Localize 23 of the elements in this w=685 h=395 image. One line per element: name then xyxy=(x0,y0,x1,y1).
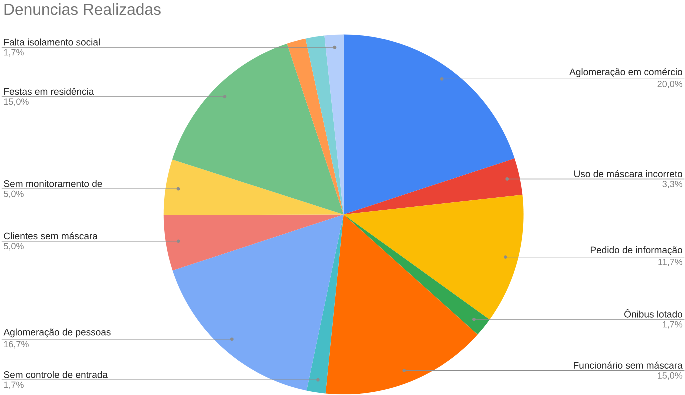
data-label: 15,0% xyxy=(658,372,683,380)
data-label: 11,7% xyxy=(658,259,683,267)
data-label: 1,7% xyxy=(4,382,24,390)
slice-label: Sem controle de entrada xyxy=(4,371,108,378)
slice-label: Sem monitoramento de xyxy=(4,180,102,188)
data-label: 16,7% xyxy=(4,341,29,349)
slice-label: Funcionário sem máscara xyxy=(574,362,683,370)
slice-label: Clientes sem máscara xyxy=(4,232,98,240)
data-label: 3,3% xyxy=(662,181,683,189)
data-label: 20,0% xyxy=(658,81,683,89)
slice-label: Falta isolamento social xyxy=(4,38,100,46)
slice-label: Ônibus lotado xyxy=(624,310,682,318)
slice-label: Uso de máscara incorreto xyxy=(574,170,682,178)
data-label: 5,0% xyxy=(4,191,24,198)
data-label: 1,7% xyxy=(4,50,24,57)
data-label: 15,0% xyxy=(4,98,29,106)
slice-label: Aglomeração de pessoas xyxy=(4,328,111,338)
slice-label: Festas em residência xyxy=(4,88,94,96)
data-label: 1,7% xyxy=(663,322,683,329)
slice-label: Aglomeração em comércio xyxy=(570,68,682,78)
chart-title: Denuncias Realizadas xyxy=(4,4,161,16)
data-label: 5,0% xyxy=(4,243,24,251)
slice-label: Pedido de informação xyxy=(590,246,682,256)
